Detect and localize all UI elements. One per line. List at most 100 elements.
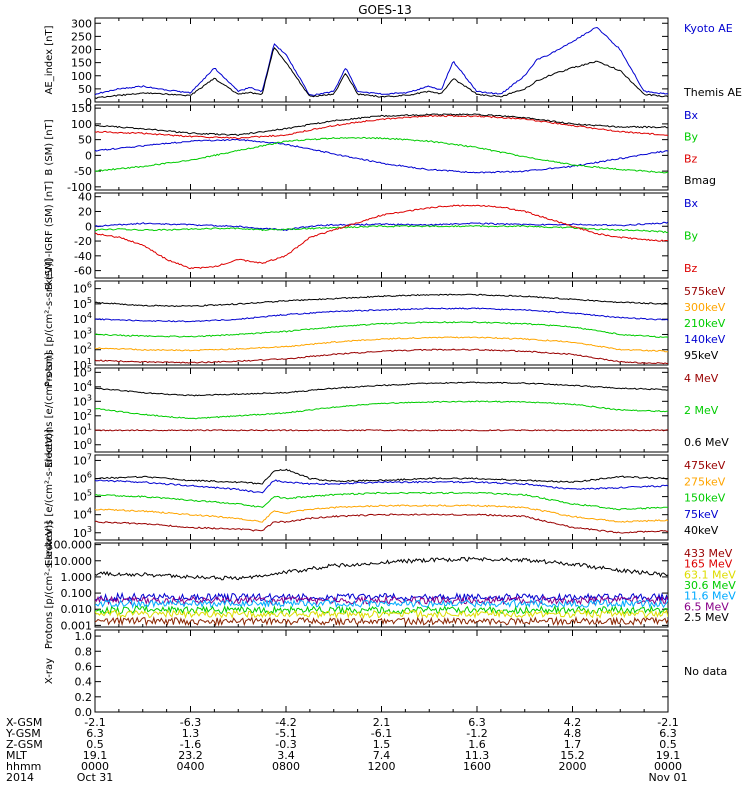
- panel-2: 150 100 50 0 -50 -100 B (SM) [nT] Bx By Bz Bmag: [44, 102, 716, 194]
- legend-entry: 63.1 MeV: [684, 568, 736, 581]
- y-tick-label: 106: [73, 281, 92, 296]
- y-axis-label: Protons [p/(cm²-s-sr-keV)]: [44, 521, 55, 649]
- y-tick-label: 100: [73, 437, 92, 452]
- series-line-30-6-mev: [95, 598, 668, 610]
- x-column-value: -2.1: [657, 716, 678, 729]
- x-column-value: 0000: [654, 760, 682, 773]
- y-tick-label: 0.8: [75, 645, 93, 658]
- y-tick-label: 106: [73, 471, 92, 486]
- legend-entry: 433 MeV: [684, 547, 733, 560]
- y-tick-label: -20: [74, 235, 92, 248]
- x-column-value: 0.5: [86, 738, 104, 751]
- legend-entry: 4 MeV: [684, 372, 719, 385]
- y-tick-label: 0: [85, 149, 92, 162]
- y-tick-label: 1.0: [75, 630, 93, 643]
- panel-frame: [94, 104, 669, 191]
- y-tick-label: 0.100: [61, 587, 93, 600]
- panel-7: 100.000 10.000 1.000 0.100 0.010 0.001 Protons…: [44, 521, 736, 649]
- y-tick-label: 250: [71, 30, 92, 43]
- y-tick-label: 105: [73, 364, 92, 379]
- x-column-value: -2.1: [84, 716, 105, 729]
- series-line-bz: [95, 114, 668, 140]
- series-line-575kev: [95, 293, 668, 308]
- series-line-6-5-mev: [95, 608, 668, 620]
- y-tick-label: 107: [73, 452, 92, 467]
- panel-frame: [94, 192, 669, 279]
- panel-frame: [94, 629, 669, 713]
- y-tick-label: 0.001: [61, 619, 93, 632]
- legend-entry: Bz: [684, 152, 698, 165]
- series-line-kyoto-ae: [95, 26, 668, 96]
- legend-entry: 150keV: [684, 492, 726, 505]
- x-column-value: -1.2: [466, 727, 487, 740]
- x-column-value: 6.3: [659, 727, 677, 740]
- y-tick-label: 20: [78, 205, 92, 218]
- x-column-value: 7.4: [373, 749, 391, 762]
- series-line-140kev: [95, 336, 668, 353]
- legend-entry: Bmag: [684, 174, 716, 187]
- x-column-value: -6.1: [371, 727, 392, 740]
- y-tick-label: 0.010: [61, 603, 93, 616]
- x-row-label: X-GSM: [6, 716, 42, 729]
- y-tick-label: -100: [67, 181, 92, 194]
- series-line-bmag: [95, 113, 668, 137]
- y-axis-label: Electrons [e/(cm²-s-sr)]: [44, 352, 55, 468]
- y-tick-label: 150: [71, 57, 92, 70]
- y-axis-label: Electrons [e/(cm²-s-sr-keV)]: [44, 429, 55, 566]
- x-column-value: 23.2: [178, 749, 203, 762]
- x-column-value: 2000: [559, 760, 587, 773]
- legend-entry: 165 MeV: [684, 558, 733, 571]
- y-tick-label: 0.0: [75, 706, 93, 719]
- x-column-value: 15.2: [560, 749, 585, 762]
- x-row-label: 2014: [6, 771, 34, 784]
- y-tick-label: 10.000: [54, 555, 93, 568]
- y-tick-label: 50: [78, 134, 92, 147]
- panel-frame: [94, 367, 669, 453]
- x-column-value: -6.3: [180, 716, 201, 729]
- legend-entry: 575keV: [684, 285, 726, 298]
- x-column-value: 1.7: [564, 738, 582, 751]
- y-tick-label: 105: [73, 296, 92, 311]
- series-line-475kev: [95, 468, 668, 485]
- legend-entry: 40keV: [684, 524, 719, 537]
- y-tick-label: 100.000: [47, 539, 93, 552]
- y-tick-label: 104: [73, 507, 92, 522]
- x-row-label: Z-GSM: [6, 738, 43, 751]
- series-line-150kev: [95, 491, 668, 511]
- series-line-11-6-mev: [95, 604, 668, 616]
- panel-6: 107 106 105 104 103 Electrons [e/(cm²-s-sr-ke…: [44, 429, 726, 566]
- x-column-value: 0.5: [659, 738, 677, 751]
- y-tick-label: 0: [85, 220, 92, 233]
- y-tick-label: 104: [73, 379, 92, 394]
- x-column-value: 1.6: [468, 738, 486, 751]
- y-tick-label: 0.6: [75, 660, 93, 673]
- x-column-value: -4.2: [275, 716, 296, 729]
- y-tick-label: 102: [73, 408, 92, 423]
- y-tick-label: 300: [71, 17, 92, 30]
- y-tick-label: -50: [74, 165, 92, 178]
- x-column-value: Oct 31: [77, 771, 114, 784]
- series-line-by: [95, 136, 668, 174]
- legend-entry: 210keV: [684, 317, 726, 330]
- series-line-0-6-mev: [95, 429, 668, 432]
- x-column-value: -0.3: [275, 738, 296, 751]
- y-tick-label: 101: [73, 422, 92, 437]
- y-tick-label: 105: [73, 489, 92, 504]
- x-column-value: 0400: [177, 760, 205, 773]
- y-tick-label: 40: [78, 191, 92, 204]
- series-line-75kev: [95, 504, 668, 523]
- x-column-value: 11.3: [465, 749, 490, 762]
- series-line-4-mev: [95, 381, 668, 397]
- x-column-value: Nov 01: [649, 771, 688, 784]
- series-line-bz: [95, 204, 668, 270]
- y-tick-label: 0.4: [75, 676, 93, 689]
- y-tick-label: 150: [71, 102, 92, 115]
- x-row-label: Y-GSM: [5, 727, 41, 740]
- series-line-2-5-mev: [95, 616, 668, 627]
- legend-entry: By: [684, 131, 699, 144]
- x-column-value: 1600: [463, 760, 491, 773]
- legend-entry: 475keV: [684, 459, 726, 472]
- y-axis-label: AE_index [nT]: [44, 25, 55, 94]
- series-line-2-mev: [95, 400, 668, 420]
